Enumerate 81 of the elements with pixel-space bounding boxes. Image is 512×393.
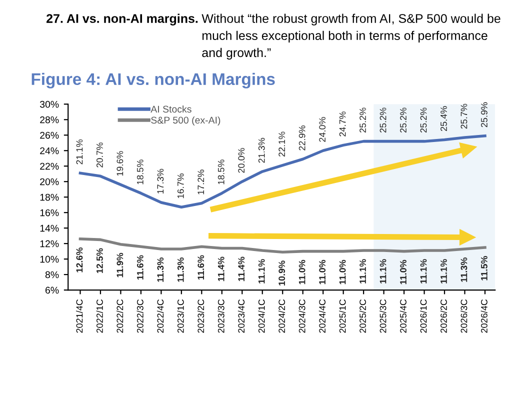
data-label: 21.3% xyxy=(258,138,265,163)
data-label: 18.5% xyxy=(218,160,224,184)
chart-title: Figure 4: AI vs. non-AI Margins xyxy=(32,72,275,88)
data-label: 22.9% xyxy=(298,126,306,150)
data-label: 11.1% xyxy=(258,259,265,284)
data-label: 11.4% xyxy=(218,256,224,282)
data-label: 17.2% xyxy=(198,170,204,194)
data-label: 20.7% xyxy=(96,142,103,168)
data-label: 24.0% xyxy=(319,117,326,142)
x-tick-label: 2021/4C xyxy=(76,299,83,333)
y-tick-label: 22% xyxy=(40,162,59,170)
y-tick-label: 26% xyxy=(40,132,59,139)
legend-label: AI Stocks xyxy=(150,105,192,113)
x-tick-label: 2022/4C xyxy=(156,299,164,333)
data-label: 11.1% xyxy=(380,259,386,284)
data-label: 11.6% xyxy=(136,255,144,280)
x-tick-label: 2023/4C xyxy=(238,299,245,333)
x-tick-label: 2024/4C xyxy=(318,299,326,333)
x-tick-label: 2025/4C xyxy=(400,299,406,333)
y-tick-label: 14% xyxy=(40,224,59,232)
data-label: 11.3% xyxy=(177,258,184,282)
data-label: 11.3% xyxy=(157,258,164,282)
data-label: 11.0% xyxy=(400,260,406,284)
data-label: 21.1% xyxy=(76,139,83,164)
data-label: 11.5% xyxy=(481,256,488,280)
data-label: 25.2% xyxy=(420,108,427,133)
data-label: 11.3% xyxy=(460,258,468,282)
y-tick-label: 30% xyxy=(40,100,59,108)
x-tick-label: 2022/2C xyxy=(116,299,124,333)
data-label: 11.6% xyxy=(198,255,204,280)
data-label: 25.7% xyxy=(460,104,468,129)
x-tick-label: 2023/1C xyxy=(177,299,184,333)
data-label: 25.4% xyxy=(440,106,447,131)
data-label: 11.1% xyxy=(440,259,447,284)
y-tick-label: 8% xyxy=(45,271,59,278)
y-tick-label: 12% xyxy=(40,240,59,248)
x-tick-label: 2025/1C xyxy=(339,299,346,333)
data-label: 18.5% xyxy=(136,160,144,184)
y-tick-label: 20% xyxy=(40,178,59,186)
x-tick-label: 2024/3C xyxy=(298,299,306,333)
data-label: 12.5% xyxy=(96,248,103,274)
y-tick-label: 18% xyxy=(40,194,59,201)
data-label: 12.6% xyxy=(76,247,83,272)
data-label: 20.0% xyxy=(238,148,245,173)
text: Without “the robust growth from AI, S&P 500 would be much less exceptional both in terms of performance and growth.” xyxy=(202,14,500,60)
data-label: 11.1% xyxy=(420,259,427,284)
x-tick-label: 2025/2C xyxy=(359,299,366,333)
y-tick-label: 6% xyxy=(46,286,59,294)
x-tick-label: 2023/3C xyxy=(218,299,224,333)
y-tick-label: 28% xyxy=(40,116,59,124)
x-tick-label: 2026/1C xyxy=(420,299,427,333)
x-tick-label: 2026/3C xyxy=(460,299,468,333)
x-tick-label: 2022/1C xyxy=(96,299,103,333)
data-label: 11.0% xyxy=(298,260,306,284)
data-label: 11.9% xyxy=(116,252,124,278)
legend-label: S&P 500 (ex-AI) xyxy=(151,116,220,126)
x-tick-label: 2023/2C xyxy=(197,299,204,333)
y-tick-label: 10% xyxy=(40,256,59,263)
y-tick-label: 16% xyxy=(40,209,59,216)
data-label: 24.7% xyxy=(339,112,346,136)
data-label: 17.3% xyxy=(157,168,164,194)
text: 27. AI vs. non-AI margins. xyxy=(46,14,198,26)
data-label: 25.2% xyxy=(400,108,406,133)
y-tick-label: 24% xyxy=(40,147,59,154)
data-label: 11.1% xyxy=(360,259,366,284)
data-label: 16.7% xyxy=(177,174,184,198)
data-label: 25.9% xyxy=(481,102,488,128)
data-label: 11.0% xyxy=(319,260,326,284)
x-tick-label: 2022/3C xyxy=(136,299,144,333)
data-label: 10.9% xyxy=(278,260,286,286)
x-tick-label: 2024/1C xyxy=(258,299,265,333)
data-label: 19.6% xyxy=(116,151,124,176)
x-tick-label: 2025/3C xyxy=(380,299,386,333)
data-label: 25.2% xyxy=(380,108,386,133)
x-tick-label: 2026/4C xyxy=(480,299,488,333)
data-label: 11.4% xyxy=(238,256,245,282)
x-tick-label: 2026/2C xyxy=(440,299,447,333)
data-label: 22.1% xyxy=(278,132,285,157)
data-label: 11.0% xyxy=(339,260,346,284)
data-label: 25.2% xyxy=(360,108,366,133)
x-tick-label: 2024/2C xyxy=(278,299,286,333)
